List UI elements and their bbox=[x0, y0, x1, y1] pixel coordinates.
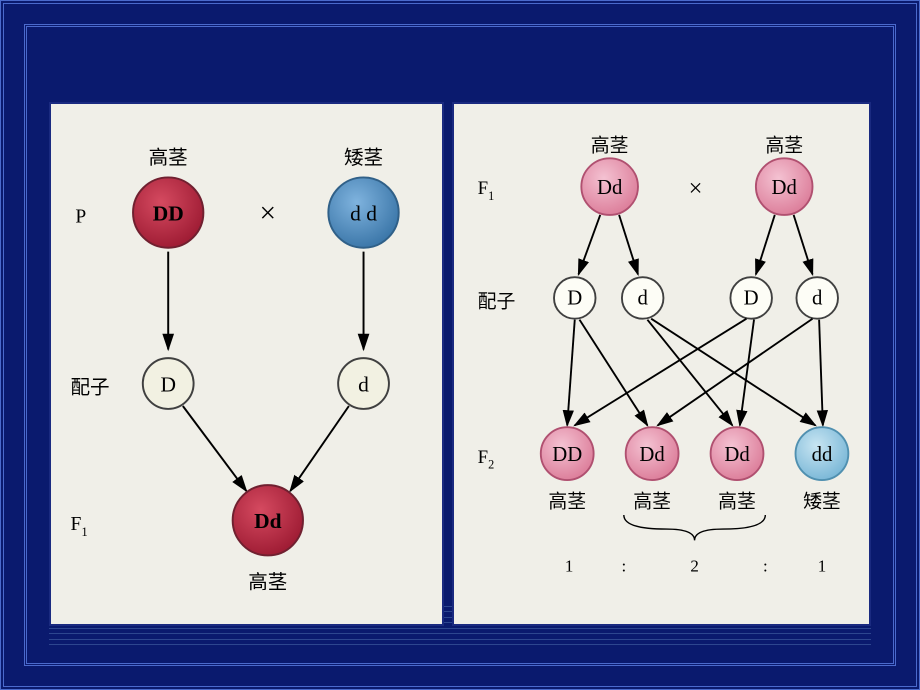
svg-text:d: d bbox=[812, 288, 823, 310]
right-f1a-geno: Dd bbox=[597, 177, 623, 199]
right-off-1-label: 高茎 bbox=[633, 490, 671, 512]
right-gen-F1: F1 bbox=[477, 178, 494, 203]
right-gamete-label: 配子 bbox=[477, 291, 515, 312]
arrow bbox=[578, 215, 600, 274]
arrow bbox=[183, 406, 246, 491]
right-f1b-geno: Dd bbox=[771, 177, 797, 199]
right-f1a-label: 高茎 bbox=[591, 135, 629, 157]
right-off-2-label: 高茎 bbox=[718, 490, 756, 512]
svg-text:D: D bbox=[744, 288, 759, 310]
left-f1-label: 高茎 bbox=[248, 572, 287, 594]
left-p2-label: 矮茎 bbox=[344, 147, 383, 169]
ratio-2: 2 bbox=[690, 557, 698, 576]
svg-text:dd: dd bbox=[811, 444, 832, 466]
slide-frame: 高茎 矮茎 P DD × d d 配子 D bbox=[0, 0, 920, 690]
left-gamete-label: 配子 bbox=[71, 377, 110, 398]
left-gen-P: P bbox=[75, 206, 86, 227]
right-gen-F2: F2 bbox=[477, 447, 494, 472]
ratio-colon-a: : bbox=[621, 557, 626, 576]
ratio-1a: 1 bbox=[565, 557, 573, 576]
arrow bbox=[567, 320, 575, 426]
arrow bbox=[756, 215, 775, 274]
left-cross: × bbox=[260, 197, 277, 229]
right-f1b-label: 高茎 bbox=[765, 135, 803, 157]
svg-text:d: d bbox=[637, 288, 648, 310]
left-p2-geno: d d bbox=[350, 201, 377, 225]
left-p1-label: 高茎 bbox=[149, 147, 188, 169]
arrow bbox=[740, 320, 754, 426]
panel-left-cross1: 高茎 矮茎 P DD × d d 配子 D bbox=[49, 102, 444, 626]
svg-text:DD: DD bbox=[552, 444, 582, 466]
ratio-colon-b: : bbox=[763, 557, 768, 576]
left-f1-geno: Dd bbox=[254, 509, 282, 533]
left-g1: D bbox=[160, 372, 176, 396]
ratio-1b: 1 bbox=[818, 557, 826, 576]
right-cross: × bbox=[688, 175, 702, 202]
left-gen-F1: F1 bbox=[71, 514, 88, 539]
left-g2: d bbox=[358, 372, 369, 396]
brace-icon bbox=[624, 515, 766, 540]
right-off-3-label: 矮茎 bbox=[803, 490, 841, 512]
svg-text:Dd: Dd bbox=[639, 444, 665, 466]
svg-text:Dd: Dd bbox=[724, 444, 750, 466]
arrow bbox=[619, 215, 638, 274]
arrow bbox=[290, 406, 349, 491]
arrow bbox=[819, 320, 823, 426]
panels: 高茎 矮茎 P DD × d d 配子 D bbox=[49, 102, 871, 626]
svg-text:D: D bbox=[567, 288, 582, 310]
arrow bbox=[579, 320, 647, 426]
left-p1-geno: DD bbox=[153, 201, 184, 225]
right-off-0-label: 高茎 bbox=[548, 490, 586, 512]
arrow bbox=[794, 215, 813, 274]
title-bar bbox=[49, 49, 871, 104]
panel-right-cross2: 高茎 高茎 F1 Dd × Dd 配子 bbox=[452, 102, 871, 626]
